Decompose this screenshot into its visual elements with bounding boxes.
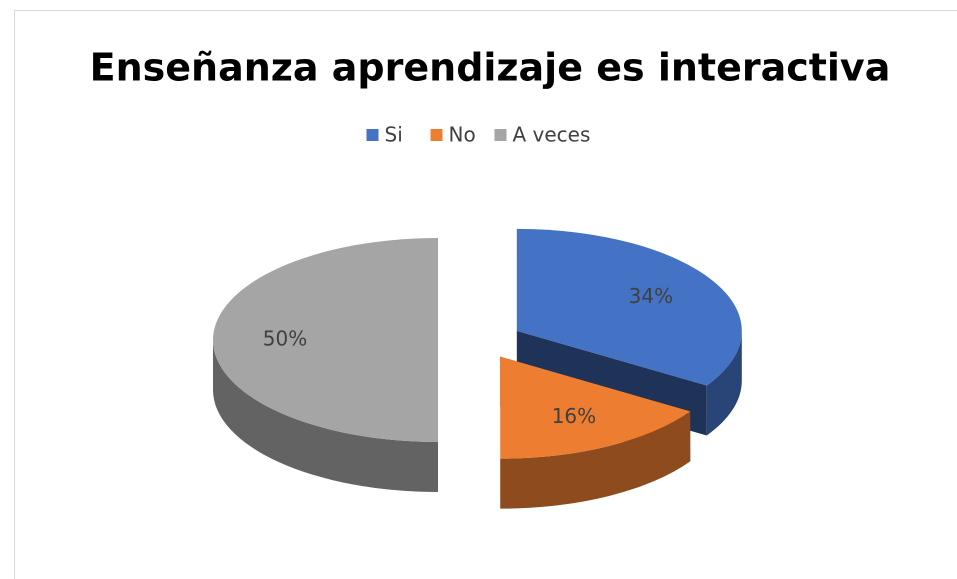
data-label: 16% (552, 404, 596, 428)
data-label: 34% (629, 284, 673, 308)
slice-top (500, 356, 691, 459)
legend-swatch (430, 129, 443, 141)
slice-side (706, 330, 742, 436)
chart-title: Enseñanza aprendizaje es interactiva (90, 46, 891, 90)
slice-side (213, 340, 438, 492)
slice-top (516, 228, 742, 386)
data-label: 50% (263, 327, 307, 351)
slice-side (500, 411, 691, 509)
legend-label: Si (385, 123, 403, 147)
chart-frame (14, 10, 957, 579)
legend-label: A veces (513, 123, 591, 147)
legend-label: No (449, 123, 476, 147)
slice (500, 356, 691, 509)
slice (213, 238, 438, 492)
legend-swatch (366, 129, 379, 141)
slice-top (213, 238, 438, 442)
legend-swatch (494, 129, 507, 141)
